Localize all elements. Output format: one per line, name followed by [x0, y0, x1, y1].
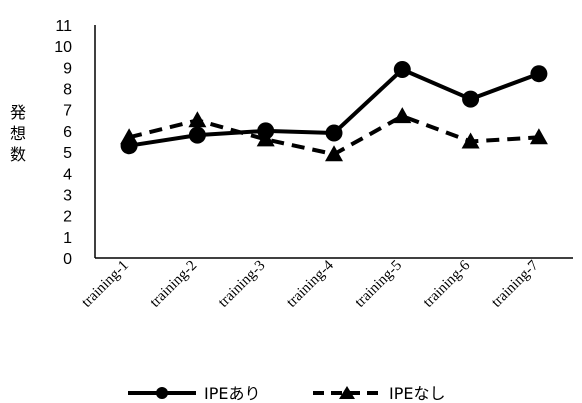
data-point-triangle [256, 130, 275, 147]
data-point-circle [325, 124, 343, 142]
x-tick-label: training-3 [215, 258, 268, 311]
x-tick-label: training-1 [79, 258, 132, 311]
y-tick-label: 8 [63, 82, 72, 99]
legend-marker-circle [156, 387, 168, 399]
y-tick-label: 0 [63, 251, 72, 268]
data-point-circle [462, 90, 480, 108]
x-tick-label: training-4 [284, 257, 337, 310]
legend: IPEあり IPEなし [128, 384, 445, 403]
data-point-circle [188, 126, 206, 144]
y-tick-label: 11 [55, 18, 72, 35]
y-tick-labels: 0 1 2 3 4 5 6 7 8 9 10 11 [54, 18, 72, 268]
data-point-triangle [120, 128, 139, 145]
y-tick-label: 6 [63, 124, 72, 141]
x-tick-labels: training-1 training-2 training-3 training-4… [79, 257, 542, 310]
y-tick-label: 4 [63, 166, 72, 183]
data-point-triangle [529, 128, 548, 145]
series-layer [120, 61, 548, 162]
x-tick-label: training-7 [489, 257, 542, 310]
legend-item-ipe-nashi: IPEなし [313, 384, 445, 403]
legend-marker-triangle [339, 386, 355, 399]
y-tick-label: 3 [63, 188, 72, 205]
y-tick-label: 9 [63, 60, 72, 77]
legend-label-ipe-nashi: IPEなし [389, 384, 445, 403]
y-tick-label: 7 [63, 103, 72, 120]
y-axis-label: 発想数 [10, 103, 26, 164]
legend-item-ipe-ari: IPEあり [128, 384, 260, 403]
data-point-triangle [188, 111, 207, 128]
x-tick-label: training-2 [147, 258, 200, 311]
y-tick-label: 5 [63, 145, 72, 162]
y-tick-label: 2 [63, 209, 72, 226]
data-point-triangle [461, 132, 480, 149]
data-point-triangle [325, 145, 343, 162]
data-point-circle [530, 65, 548, 83]
y-tick-label: 10 [54, 39, 72, 56]
y-tick-label: 1 [63, 230, 72, 247]
x-tick-label: training-5 [352, 258, 405, 311]
y-axis-label-text: 発想数 [10, 103, 26, 164]
x-tick-label: training-6 [420, 257, 473, 310]
data-point-triangle [393, 107, 412, 124]
data-point-circle [393, 61, 411, 78]
legend-label-ipe-ari: IPEあり [204, 384, 260, 403]
